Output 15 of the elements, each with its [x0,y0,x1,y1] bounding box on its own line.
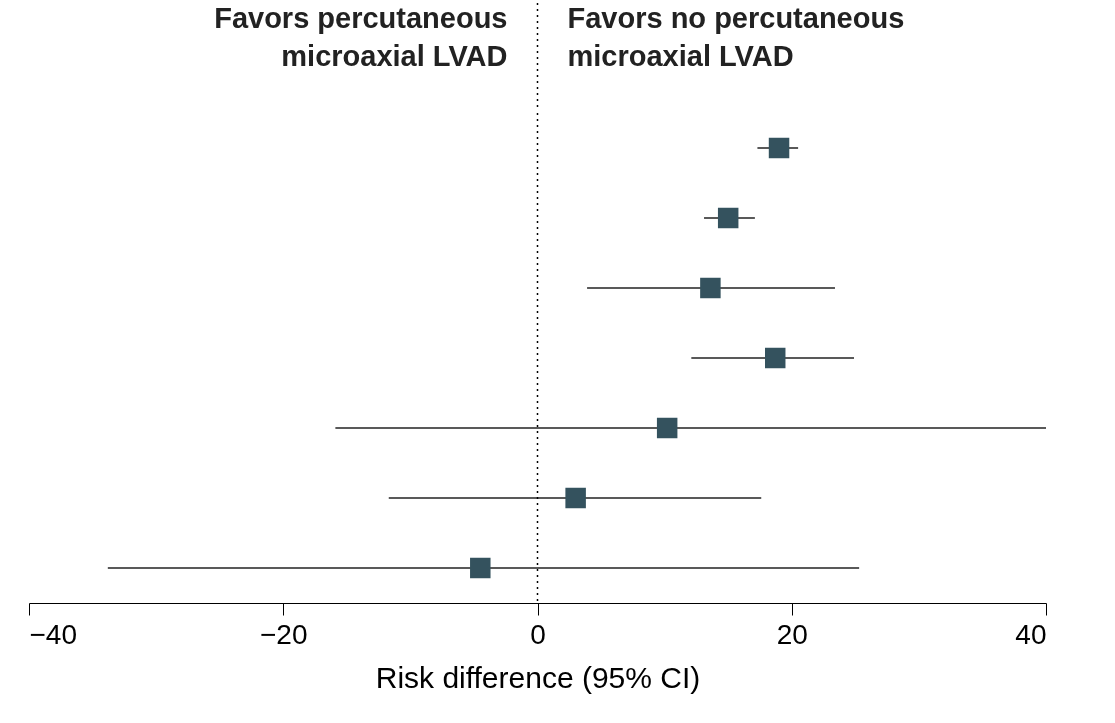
point [700,277,721,299]
point [768,137,790,159]
point [656,417,678,439]
point [565,487,586,509]
x-tick-label: −40 [29,618,77,650]
x-tick-label: 20 [776,618,808,650]
point [470,557,491,579]
x-tick-label: 0 [530,618,546,650]
point [717,207,739,229]
x-axis-title: Risk difference (95% CI) [375,660,701,694]
text: Favors percutaneous microaxial LVAD [214,2,508,72]
text: Favors no percutaneous microaxial LVAD [567,2,905,72]
x-tick-label: −20 [260,618,308,650]
point [764,347,786,369]
x-tick-label: 40 [1015,618,1047,650]
